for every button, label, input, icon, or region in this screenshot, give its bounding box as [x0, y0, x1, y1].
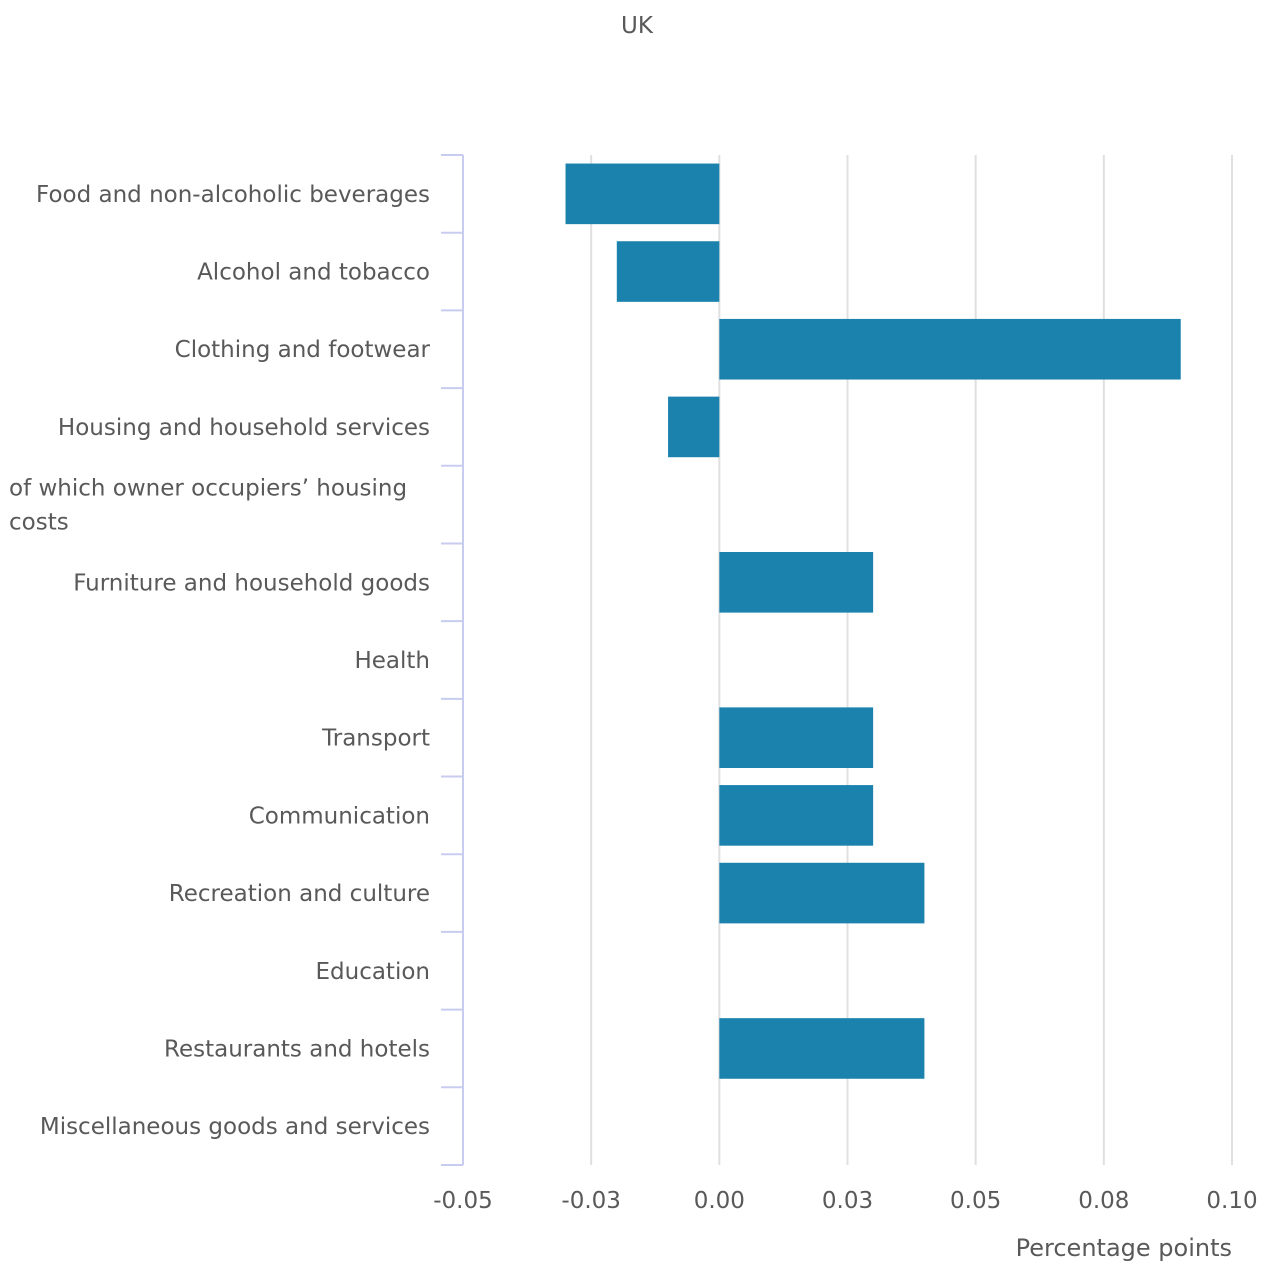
bar — [616, 241, 720, 302]
bar — [719, 552, 874, 613]
bar — [719, 707, 874, 768]
x-tick-label: -0.05 — [433, 1188, 493, 1214]
category-label: Food and non-alcoholic beverages — [36, 182, 430, 208]
bar — [719, 785, 874, 846]
category-label: Furniture and household goods — [73, 570, 430, 596]
category-label: Restaurants and hotels — [164, 1036, 430, 1062]
bar — [719, 862, 925, 924]
x-axis: -0.05 -0.03 0.00 0.03 0.05 0.08 0.10 — [433, 1188, 1257, 1214]
x-tick-label: 0.08 — [1078, 1188, 1129, 1214]
category-label: Communication — [249, 803, 430, 829]
category-label: Miscellaneous goods and services — [40, 1114, 430, 1140]
x-tick-label: 0.05 — [950, 1188, 1001, 1214]
category-label: Housing and household services — [58, 415, 430, 441]
category-label: Alcohol and tobacco — [197, 260, 430, 286]
bar — [565, 163, 720, 225]
x-tick-label: 0.10 — [1206, 1188, 1257, 1214]
category-label: Transport — [321, 726, 430, 752]
bars — [565, 163, 1181, 1079]
x-tick-label: 0.00 — [694, 1188, 745, 1214]
category-label: Education — [315, 959, 430, 985]
category-label: of which owner occupiers’ housing costs — [9, 476, 407, 536]
category-label: Health — [354, 648, 430, 674]
category-label: Clothing and footwear — [175, 337, 431, 363]
y-axis: Food and non-alcoholic beverages Alcohol … — [9, 154, 464, 1166]
x-axis-title: Percentage points — [1016, 1234, 1232, 1262]
bar — [719, 318, 1181, 380]
category-label: Recreation and culture — [169, 881, 430, 907]
x-tick-label: -0.03 — [561, 1188, 621, 1214]
bar — [719, 1018, 925, 1079]
chart-title: UK — [621, 13, 654, 39]
x-tick-label: 0.03 — [822, 1188, 873, 1214]
bar — [668, 396, 720, 458]
gridlines — [590, 155, 1233, 1165]
